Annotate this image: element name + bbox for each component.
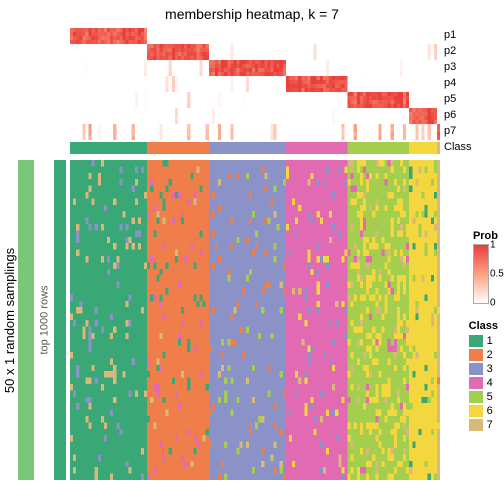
p-row-label: p3 <box>444 61 456 73</box>
prob-legend: Prob 00.51 <box>473 230 498 304</box>
class-legend-row: 6 <box>469 404 498 418</box>
class-swatch <box>469 335 483 347</box>
ylabel-outer: 50 x 1 random samplings <box>2 160 18 480</box>
p-row-label: p4 <box>444 77 456 89</box>
class-swatch <box>469 391 483 403</box>
p-row-label: p7 <box>444 125 456 137</box>
class-swatch <box>469 405 483 417</box>
class-strip <box>70 142 440 154</box>
class-legend-row: 7 <box>469 418 498 432</box>
class-swatch <box>469 419 483 431</box>
class-legend: Class 1234567 <box>469 320 498 432</box>
class-strip-label: Class <box>444 141 472 153</box>
class-legend-row: 4 <box>469 376 498 390</box>
ylabel-inner: top 1000 rows <box>38 160 52 480</box>
band-inner <box>54 160 66 480</box>
class-legend-row: 3 <box>469 362 498 376</box>
p-row-label: p1 <box>444 29 456 41</box>
p-row-label: p2 <box>444 45 456 57</box>
class-swatch <box>469 363 483 375</box>
main-heatmap <box>70 160 440 480</box>
probability-rows <box>70 28 440 140</box>
class-legend-row: 1 <box>469 334 498 348</box>
class-legend-row: 2 <box>469 348 498 362</box>
chart-title: membership heatmap, k = 7 <box>0 6 504 22</box>
band-outer <box>18 160 34 480</box>
p-row-label: p5 <box>444 93 456 105</box>
p-row-label: p6 <box>444 109 456 121</box>
class-swatch <box>469 349 483 361</box>
class-legend-row: 5 <box>469 390 498 404</box>
class-swatch <box>469 377 483 389</box>
